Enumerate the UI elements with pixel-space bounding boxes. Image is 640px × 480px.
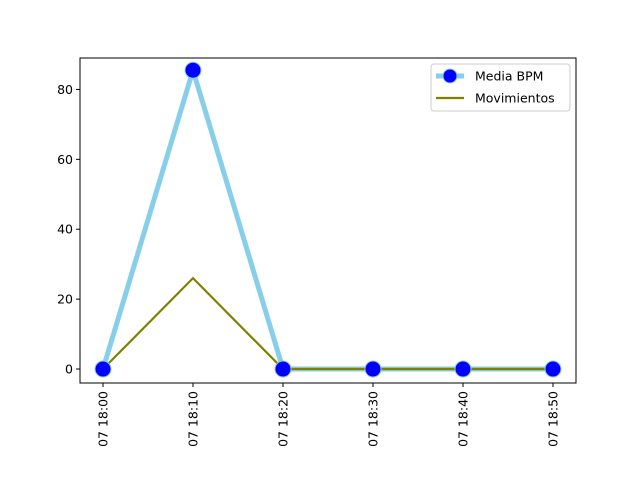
x-tick-label: 07 18:50	[546, 391, 561, 447]
legend-box	[430, 63, 571, 112]
series-point-media-bpm	[454, 360, 472, 378]
legend: Media BPM Movimientos	[430, 63, 571, 112]
series-point-media-bpm	[544, 360, 562, 378]
y-tick-label: 0	[65, 362, 73, 377]
series-point-media-bpm	[94, 360, 112, 378]
y-tick-label: 60	[57, 152, 73, 167]
series-line-movimientos	[102, 276, 553, 371]
series-layer	[94, 61, 562, 378]
y-tick-label: 40	[57, 222, 73, 237]
plot-frame	[79, 57, 577, 384]
series-line-media-bpm	[100, 67, 556, 372]
series-point-media-bpm	[184, 61, 202, 79]
x-tick-label: 07 18:20	[276, 391, 291, 447]
x-tick-label: 07 18:40	[456, 391, 471, 447]
y-tick-label: 80	[57, 82, 73, 97]
x-tick-label: 07 18:10	[186, 391, 201, 447]
x-tick-label: 07 18:30	[366, 391, 381, 447]
x-tick-label: 07 18:00	[96, 391, 111, 447]
legend-label-movimientos: Movimientos	[475, 91, 555, 106]
y-tick-label: 20	[57, 292, 73, 307]
series-point-media-bpm	[274, 360, 292, 378]
legend-marker-bpm	[442, 68, 458, 84]
y-axis: 0 20 40 60 80	[57, 82, 80, 377]
x-axis: 07 18:00 07 18:10 07 18:20 07 18:30 07 18:40…	[96, 383, 561, 447]
legend-label-bpm: Media BPM	[475, 69, 543, 84]
series-point-media-bpm	[364, 360, 382, 378]
